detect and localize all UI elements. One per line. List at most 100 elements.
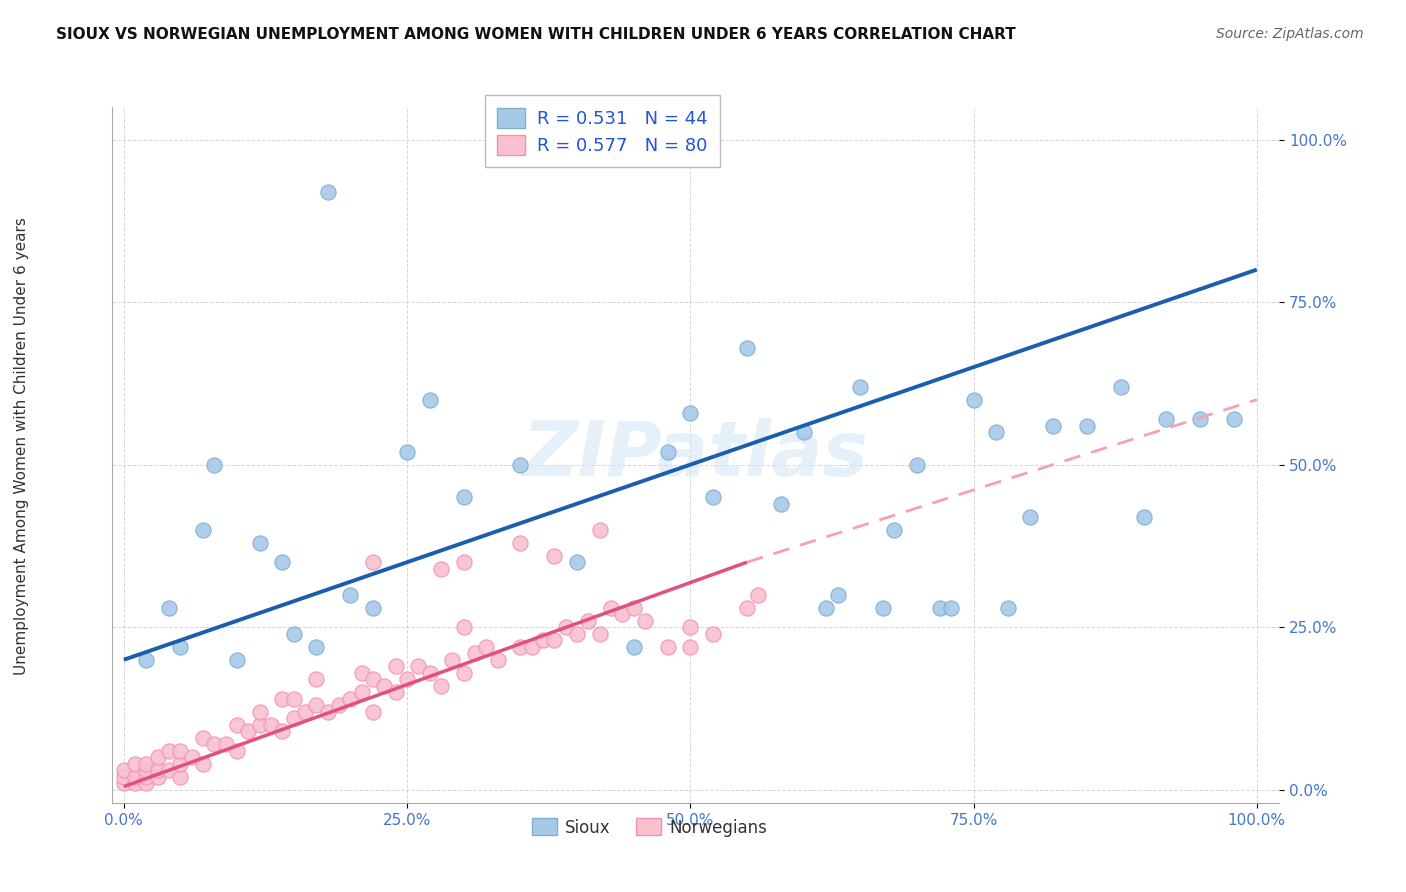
- Point: [453, 665, 475, 680]
- Point: [827, 588, 849, 602]
- Point: [849, 379, 872, 393]
- Point: [350, 665, 373, 680]
- Point: [283, 626, 305, 640]
- Point: [339, 691, 361, 706]
- Point: [986, 425, 1008, 439]
- Point: [361, 672, 384, 686]
- Text: ZIPatlas: ZIPatlas: [523, 418, 869, 491]
- Point: [793, 425, 815, 439]
- Point: [226, 718, 249, 732]
- Point: [872, 600, 894, 615]
- Point: [169, 744, 191, 758]
- Point: [430, 679, 453, 693]
- Point: [249, 535, 271, 549]
- Point: [735, 600, 758, 615]
- Point: [419, 392, 441, 407]
- Point: [623, 600, 645, 615]
- Point: [453, 555, 475, 569]
- Point: [1019, 509, 1042, 524]
- Point: [226, 744, 249, 758]
- Point: [769, 497, 792, 511]
- Point: [962, 392, 984, 407]
- Point: [305, 640, 328, 654]
- Point: [180, 750, 202, 764]
- Point: [486, 653, 509, 667]
- Point: [565, 555, 588, 569]
- Point: [928, 600, 950, 615]
- Point: [316, 705, 339, 719]
- Point: [339, 588, 361, 602]
- Point: [191, 731, 214, 745]
- Point: [453, 490, 475, 504]
- Point: [135, 653, 157, 667]
- Point: [1154, 412, 1177, 426]
- Point: [883, 523, 905, 537]
- Point: [509, 458, 531, 472]
- Point: [361, 555, 384, 569]
- Point: [204, 458, 226, 472]
- Point: [735, 341, 758, 355]
- Point: [135, 756, 157, 771]
- Point: [509, 535, 531, 549]
- Point: [419, 665, 441, 680]
- Point: [112, 764, 135, 778]
- Point: [283, 691, 305, 706]
- Point: [124, 756, 146, 771]
- Point: [135, 776, 157, 790]
- Point: [1189, 412, 1212, 426]
- Point: [271, 691, 294, 706]
- Point: [283, 711, 305, 725]
- Point: [565, 626, 588, 640]
- Point: [576, 614, 599, 628]
- Point: [146, 770, 169, 784]
- Point: [634, 614, 657, 628]
- Point: [1223, 412, 1246, 426]
- Point: [294, 705, 316, 719]
- Point: [215, 737, 238, 751]
- Point: [350, 685, 373, 699]
- Point: [747, 588, 769, 602]
- Point: [169, 770, 191, 784]
- Point: [396, 672, 419, 686]
- Point: [373, 679, 395, 693]
- Point: [679, 620, 702, 634]
- Point: [679, 406, 702, 420]
- Point: [361, 705, 384, 719]
- Point: [657, 640, 679, 654]
- Point: [997, 600, 1019, 615]
- Point: [430, 562, 453, 576]
- Point: [169, 640, 191, 654]
- Point: [657, 444, 679, 458]
- Point: [191, 756, 214, 771]
- Point: [905, 458, 928, 472]
- Point: [1076, 418, 1098, 433]
- Point: [157, 764, 180, 778]
- Point: [1042, 418, 1064, 433]
- Point: [475, 640, 498, 654]
- Text: Unemployment Among Women with Children Under 6 years: Unemployment Among Women with Children U…: [14, 217, 28, 675]
- Point: [157, 744, 180, 758]
- Point: [146, 764, 169, 778]
- Point: [1132, 509, 1154, 524]
- Point: [543, 633, 565, 648]
- Point: [249, 718, 271, 732]
- Point: [408, 659, 430, 673]
- Text: Source: ZipAtlas.com: Source: ZipAtlas.com: [1216, 27, 1364, 41]
- Point: [316, 185, 339, 199]
- Point: [135, 764, 157, 778]
- Point: [271, 555, 294, 569]
- Point: [124, 776, 146, 790]
- Point: [589, 523, 612, 537]
- Point: [612, 607, 634, 622]
- Point: [554, 620, 576, 634]
- Point: [623, 640, 645, 654]
- Point: [702, 626, 724, 640]
- Point: [679, 640, 702, 654]
- Point: [157, 600, 180, 615]
- Point: [702, 490, 724, 504]
- Point: [384, 685, 406, 699]
- Point: [249, 705, 271, 719]
- Point: [204, 737, 226, 751]
- Point: [226, 653, 249, 667]
- Point: [464, 646, 486, 660]
